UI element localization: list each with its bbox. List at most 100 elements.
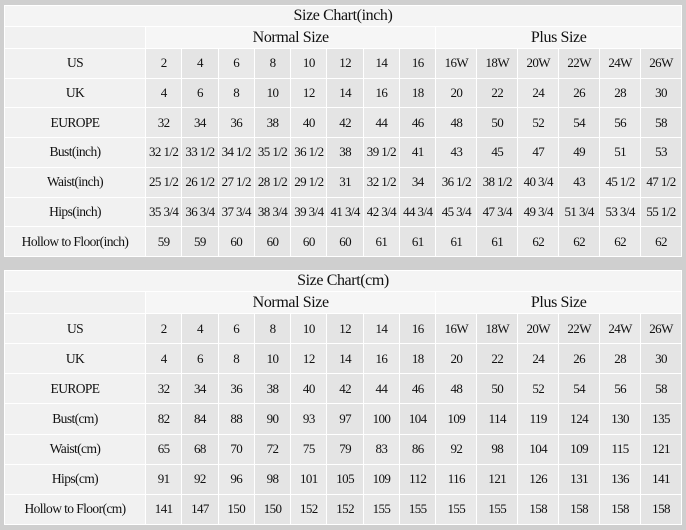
size-value-cell: 68 [181,433,219,465]
size-value-cell: 34 1/2 [217,137,255,168]
size-value-cell: 46 [399,107,437,139]
size-value-cell: 65 [144,433,183,465]
size-value-cell: 60 [290,226,328,257]
size-value-cell: 114 [476,403,519,435]
size-value-cell: 16 [399,312,437,345]
size-value-cell: 32 1/2 [362,166,401,198]
size-value-cell: 43 [435,137,478,168]
size-value-cell: 8 [253,48,292,79]
size-value-cell: 92 [181,463,219,495]
size-value-cell: 36 [217,107,255,139]
size-value-cell: 20 [435,77,478,109]
size-value-cell: 90 [253,403,292,435]
size-value-cell: 60 [217,226,255,257]
size-value-cell: 6 [217,312,255,345]
size-value-cell: 121 [476,463,519,495]
size-value-cell: 40 [290,107,328,139]
size-value-cell: 83 [362,433,401,465]
table-row: US 2 4 6 8 10 12 14 16 16W 18W 20W 22W 24W 26W [4,312,682,345]
row-label: EUROPE [4,373,146,405]
size-value-cell: 22W [558,48,601,79]
size-value-cell: 50 [476,373,519,405]
size-value-cell: 2 [144,48,183,79]
size-value-cell: 12 [290,77,328,109]
corner-cell [4,291,146,314]
size-value-cell: 155 [362,493,401,526]
size-value-cell: 48 [435,373,478,405]
size-value-cell: 45 3/4 [435,196,478,228]
size-value-cell: 60 [253,226,292,257]
size-value-cell: 150 [253,493,292,526]
size-value-cell: 26W [640,48,682,79]
size-value-cell: 32 1/2 [144,137,183,168]
size-value-cell: 6 [181,77,219,109]
size-value-cell: 26 [558,343,601,375]
size-value-cell: 12 [326,48,364,79]
size-value-cell: 46 [399,373,437,405]
size-value-cell: 22 [476,77,519,109]
size-value-cell: 36 1/2 [290,137,328,168]
table-row: EUROPE 32 34 36 38 40 42 44 46 48 50 52 54 56 58 [4,373,682,405]
size-value-cell: 24 [517,77,560,109]
size-value-cell: 62 [599,226,642,257]
row-label: UK [4,77,146,109]
table-row: US 2 4 6 8 10 12 14 16 16W 18W 20W 22W 24W 26W [4,48,682,79]
table-row: EUROPE 32 34 36 38 40 42 44 46 48 50 52 54 56 58 [4,107,682,139]
row-label: Hips(inch) [4,196,146,228]
row-label: US [4,312,146,345]
chart-title: Size Chart(inch) [4,5,682,27]
size-value-cell: 18 [399,77,437,109]
size-value-cell: 26 1/2 [181,166,219,198]
plus-size-header: Plus Size [435,26,682,49]
size-value-cell: 124 [558,403,601,435]
size-value-cell: 112 [399,463,437,495]
row-label: Hollow to Floor(inch) [4,226,146,257]
size-value-cell: 136 [599,463,642,495]
size-value-cell: 6 [217,48,255,79]
size-value-cell: 141 [144,493,183,526]
size-value-cell: 32 [144,373,183,405]
size-value-cell: 59 [181,226,219,257]
size-value-cell: 97 [326,403,364,435]
size-value-cell: 82 [144,403,183,435]
size-value-cell: 72 [253,433,292,465]
size-value-cell: 38 [253,373,292,405]
size-value-cell: 52 [517,373,560,405]
row-label: Waist(cm) [4,433,146,465]
size-value-cell: 101 [290,463,328,495]
size-value-cell: 43 [558,166,601,198]
size-value-cell: 61 [362,226,401,257]
size-value-cell: 4 [181,312,219,345]
table-row: Hollow to Floor(cm) 141 147 150 150 152 152 155… [4,493,682,526]
size-value-cell: 55 1/2 [640,196,682,228]
size-value-cell: 109 [558,433,601,465]
size-value-cell: 24W [599,312,642,345]
size-value-cell: 20W [517,312,560,345]
size-value-cell: 42 3/4 [362,196,401,228]
size-value-cell: 31 [326,166,364,198]
size-value-cell: 98 [253,463,292,495]
size-value-cell: 86 [399,433,437,465]
size-value-cell: 104 [517,433,560,465]
table-row: Waist(inch) 25 1/2 26 1/2 27 1/2 28 1/2 29 1/… [4,166,682,198]
table-row: Hollow to Floor(inch) 59 59 60 60 60 60 61 61 61 6… [4,226,682,257]
corner-cell [4,26,146,49]
size-value-cell: 30 [640,77,682,109]
size-value-cell: 10 [290,48,328,79]
size-value-cell: 92 [435,433,478,465]
size-value-cell: 62 [517,226,560,257]
table-row: UK 4 6 8 10 12 14 16 18 20 22 24 26 28 30 [4,343,682,375]
table-row: Bust(inch) 32 1/2 33 1/2 34 1/2 35 1/2 36 1/2… [4,137,682,168]
size-value-cell: 14 [362,312,401,345]
size-value-cell: 51 [599,137,642,168]
size-value-cell: 16 [399,48,437,79]
size-value-cell: 93 [290,403,328,435]
chart-title: Size Chart(cm) [4,270,682,292]
size-value-cell: 155 [435,493,478,526]
size-value-cell: 14 [326,77,364,109]
size-value-cell: 100 [362,403,401,435]
size-value-cell: 24W [599,48,642,79]
size-table: Size Chart(inch) Normal Size Plus Size US 2 4… [4,5,682,257]
size-value-cell: 12 [326,312,364,345]
size-value-cell: 49 3/4 [517,196,560,228]
